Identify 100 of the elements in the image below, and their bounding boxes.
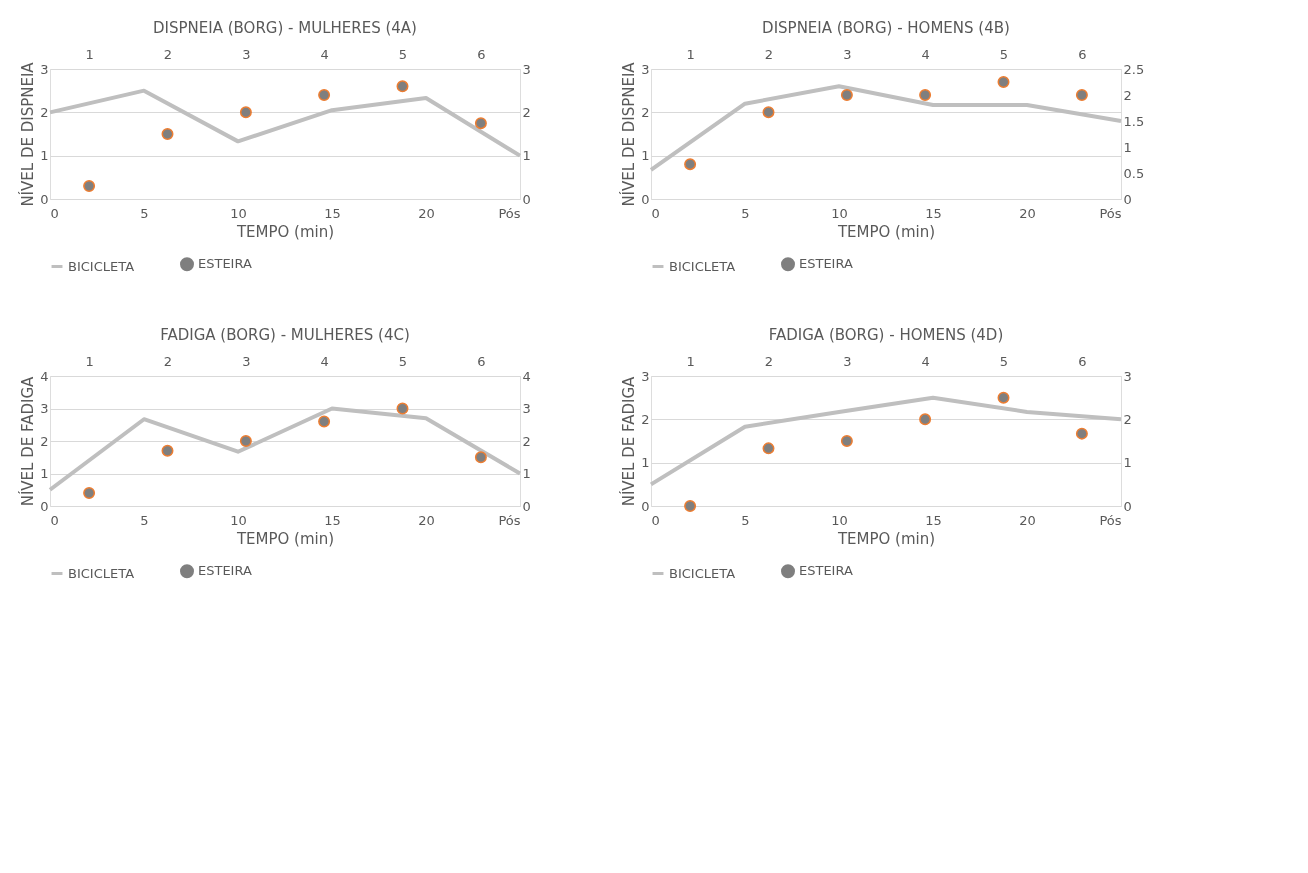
point <box>919 89 932 101</box>
x-tick-label: 5 <box>140 205 149 221</box>
x-tick-label: Pós <box>498 205 521 221</box>
x-tick-label: Pós <box>1099 205 1122 221</box>
chart-title: FADIGA (BORG) - MULHERES (4C) <box>160 326 410 344</box>
x2-tick-label: 5 <box>999 353 1009 369</box>
y2-tick-label: 2 <box>522 433 531 449</box>
x2-tick-label: 4 <box>921 46 930 62</box>
x-tick-label: Pós <box>498 512 521 528</box>
y-axis-title: NÍVEL DE DISPNEIA <box>18 61 38 207</box>
x-tick-label: 10 <box>230 205 247 221</box>
y2-tick-label: 0 <box>522 191 531 207</box>
x2-tick-label: 5 <box>398 46 408 62</box>
point <box>919 413 932 426</box>
y2-tick-label: 3 <box>1123 368 1132 384</box>
point <box>997 76 1010 88</box>
x-tick-label: 5 <box>741 205 750 221</box>
x2-tick-label: 5 <box>398 353 408 369</box>
point <box>161 128 174 140</box>
x-axis-title: TEMPO (min) <box>235 529 335 548</box>
point <box>840 435 853 447</box>
x-tick-label: 15 <box>925 512 942 528</box>
x-axis-title: TEMPO (min) <box>235 222 335 241</box>
line-series <box>48 88 522 158</box>
point <box>161 444 174 457</box>
y-tick-label: 0 <box>641 191 650 207</box>
legend-label: ESTEIRA <box>198 563 252 579</box>
y2-tick-label: 1.5 <box>1123 113 1145 129</box>
point <box>83 180 96 192</box>
point <box>396 402 409 415</box>
chart-title: DISPNEIA (BORG) - HOMENS (4B) <box>762 19 1010 37</box>
y-tick-label: 1 <box>641 455 650 471</box>
x-axis-title: TEMPO (min) <box>836 222 936 241</box>
y-axis-title: NÍVEL DE FADIGA <box>619 375 639 507</box>
x-axis-title: TEMPO (min) <box>836 529 936 548</box>
x-tick-label: 15 <box>324 512 341 528</box>
y2-tick-label: 0.5 <box>1123 165 1145 181</box>
point <box>684 158 697 171</box>
legend-label: BICICLETA <box>68 258 135 274</box>
chart-title: DISPNEIA (BORG) - MULHERES (4A) <box>153 19 417 37</box>
y-tick-label: 1 <box>40 148 49 164</box>
y-tick-label: 3 <box>40 401 49 416</box>
x-tick-label: 0 <box>651 512 660 528</box>
y-tick-label: 0 <box>40 498 49 514</box>
chart-title: FADIGA (BORG) - HOMENS (4D) <box>768 326 1004 344</box>
point <box>396 80 409 93</box>
y-tick-label: 3 <box>641 61 650 77</box>
point <box>1075 89 1088 101</box>
y2-tick-label: 0 <box>1123 191 1132 207</box>
y2-tick-label: 2.5 <box>1123 61 1145 77</box>
x2-tick-label: 1 <box>85 46 94 62</box>
x-tick-label: 5 <box>741 512 750 528</box>
y-tick-label: 3 <box>641 368 650 384</box>
x2-tick-label: 2 <box>764 353 774 369</box>
y2-tick-label: 0 <box>1123 498 1132 514</box>
x-tick-label: 10 <box>831 205 848 221</box>
point <box>83 487 96 499</box>
x2-tick-label: 6 <box>1078 46 1087 62</box>
point <box>684 500 697 512</box>
x-tick-label: 10 <box>831 512 848 528</box>
y-tick-label: 3 <box>40 61 49 77</box>
x2-tick-label: 3 <box>843 46 852 62</box>
legend-label: BICICLETA <box>669 258 736 274</box>
point <box>762 106 775 119</box>
y-axis-title: NÍVEL DE FADIGA <box>18 375 38 507</box>
point <box>474 451 487 464</box>
x2-tick-label: 1 <box>686 353 695 369</box>
y-tick-label: 4 <box>40 368 49 384</box>
x2-tick-label: 3 <box>843 353 852 369</box>
point <box>840 89 853 101</box>
x-tick-label: 0 <box>50 205 59 221</box>
y2-tick-label: 2 <box>522 104 531 120</box>
y-axis-title: NÍVEL DE DISPNEIA <box>619 61 639 207</box>
x-tick-label: 15 <box>324 205 341 221</box>
point <box>239 106 252 119</box>
x2-tick-label: 4 <box>921 353 930 369</box>
x2-tick-label: 6 <box>1078 353 1087 369</box>
x-tick-label: 20 <box>1019 205 1036 221</box>
legend-label: ESTEIRA <box>799 563 853 579</box>
x2-tick-label: 4 <box>320 46 329 62</box>
y-tick-label: 2 <box>641 104 650 120</box>
x2-tick-label: 1 <box>686 46 695 62</box>
x2-tick-label: 5 <box>999 46 1009 62</box>
point <box>997 391 1010 404</box>
legend-label: BICICLETA <box>669 565 736 581</box>
y-tick-label: 2 <box>40 104 49 120</box>
y-tick-label: 0 <box>40 191 49 207</box>
x-tick-label: 20 <box>418 512 435 528</box>
y2-tick-label: 4 <box>522 368 531 384</box>
x2-tick-label: 4 <box>320 353 329 369</box>
point <box>762 442 775 455</box>
y2-tick-label: 2 <box>1123 411 1132 427</box>
line-series <box>649 84 1123 172</box>
x2-tick-label: 2 <box>163 46 173 62</box>
x-tick-label: 10 <box>230 512 247 528</box>
y2-tick-label: 1 <box>522 466 531 481</box>
y-tick-label: 2 <box>40 433 49 449</box>
y-tick-label: 2 <box>641 411 650 427</box>
x2-tick-label: 2 <box>163 353 173 369</box>
y-tick-label: 1 <box>40 466 49 481</box>
